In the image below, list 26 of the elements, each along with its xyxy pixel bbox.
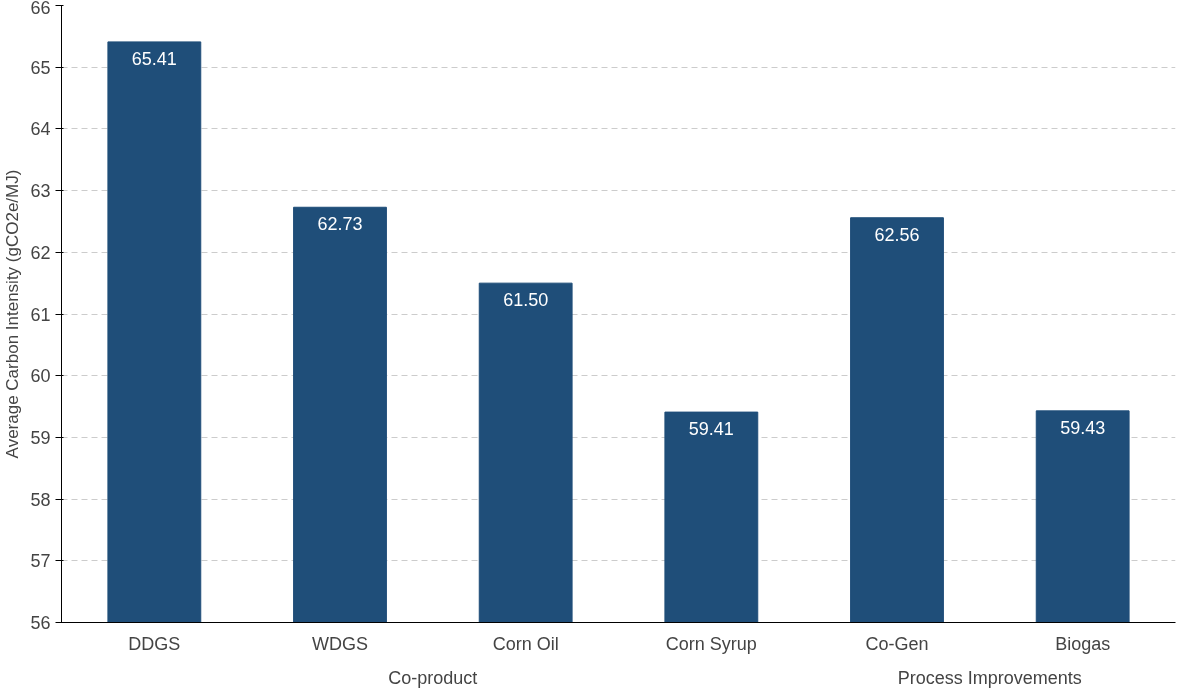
- data-label: 62.56: [874, 224, 920, 245]
- data-label: 62.73: [317, 214, 363, 235]
- y-tick-label: 60: [30, 366, 51, 387]
- y-tick-label: 63: [30, 181, 51, 202]
- y-tick-label: 56: [30, 613, 51, 633]
- x-tick-label: Corn Syrup: [665, 633, 757, 654]
- y-tick-label: 66: [30, 0, 51, 18]
- x-tick-label: DDGS: [128, 633, 181, 654]
- data-label: 59.43: [1060, 417, 1106, 438]
- x-tick-label: Corn Oil: [492, 633, 559, 654]
- y-tick-label: 65: [30, 57, 51, 78]
- y-axis-title: Average Carbon Intensity (gCO2e/MJ): [3, 169, 23, 459]
- data-label: 59.41: [688, 419, 734, 440]
- x-tick-label: WDGS: [312, 633, 368, 654]
- y-tick-label: 58: [30, 489, 51, 510]
- y-tick-label: 61: [30, 304, 51, 325]
- y-tick-label: 57: [30, 551, 51, 572]
- y-tick-label: 64: [30, 119, 51, 140]
- text: Co-product: [388, 667, 478, 688]
- y-tick-label: 62: [30, 242, 51, 263]
- data-label: 65.41: [131, 48, 177, 69]
- text: Process Improvements: [897, 667, 1082, 688]
- x-tick-label: Biogas: [1055, 633, 1111, 654]
- data-label: 61.50: [503, 290, 549, 311]
- x-tick-label: Co-Gen: [865, 633, 929, 654]
- y-tick-label: 59: [30, 427, 51, 448]
